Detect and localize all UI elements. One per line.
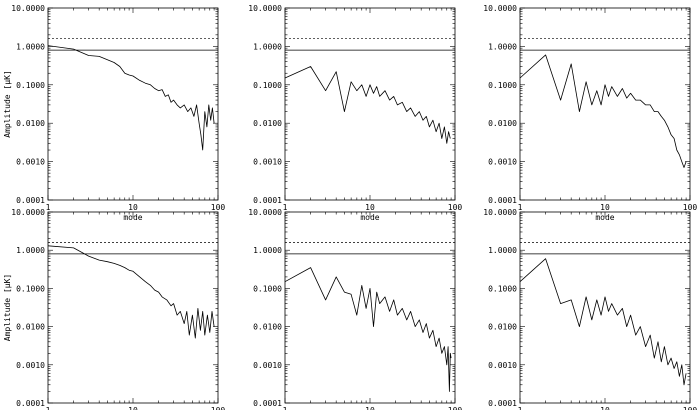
- y-tick-label: 10.0000: [248, 208, 282, 217]
- x-tick-label: 100: [683, 406, 698, 410]
- y-tick-label: 0.0100: [488, 323, 517, 332]
- y-tick-label: 0.0010: [16, 361, 45, 370]
- plot-frame: [519, 7, 691, 201]
- amplitude-series-line: [47, 45, 215, 151]
- x-tick-label: 100: [211, 203, 226, 212]
- y-tick-label: 1.0000: [253, 246, 282, 255]
- y-tick-label: 0.0100: [253, 119, 282, 128]
- panel-6: 0.0001 0.0010 0.0100 0.1000 1.0000 10.0000 1 10…: [483, 208, 697, 410]
- amplitude-series-line: [284, 267, 452, 392]
- y-tick-label: 0.1000: [253, 81, 282, 90]
- plot-frame: [519, 211, 691, 404]
- x-tick-label: 1: [518, 203, 523, 212]
- y-tick-label: 0.0001: [488, 399, 517, 408]
- y-tick-label: 10.0000: [483, 208, 517, 217]
- y-tick-label: 0.1000: [488, 81, 517, 90]
- y-tick-label: 0.0001: [16, 399, 45, 408]
- x-tick-label: 10: [600, 203, 610, 212]
- y-tick-label: 10.0000: [248, 4, 282, 13]
- y-tick-label: 0.0001: [16, 196, 45, 205]
- x-tick-label: 1: [46, 203, 51, 212]
- plot-frame: [284, 211, 456, 404]
- plot-frame: [47, 7, 219, 201]
- y-axis-title: Amplitude [μK]: [3, 274, 12, 341]
- plot-frame: [47, 211, 219, 404]
- x-tick-label: 10: [128, 406, 138, 410]
- y-tick-label: 0.0010: [253, 361, 282, 370]
- y-tick-label: 0.0010: [16, 158, 45, 167]
- y-tick-label: 10.0000: [483, 4, 517, 13]
- y-tick-label: 0.1000: [16, 284, 45, 293]
- y-tick-label: 1.0000: [488, 42, 517, 51]
- x-tick-label: 10: [365, 406, 375, 410]
- x-axis-title: mode: [123, 213, 142, 222]
- y-tick-label: 10.0000: [11, 208, 45, 217]
- x-tick-label: 10: [128, 203, 138, 212]
- amplitude-series-line: [284, 66, 451, 144]
- panel-5: 0.0001 0.0010 0.0100 0.1000 1.0000 10.0000 1 10…: [248, 208, 462, 410]
- x-axis-title: mode: [360, 213, 379, 222]
- y-tick-label: 10.0000: [11, 4, 45, 13]
- y-tick-label: 0.0100: [488, 119, 517, 128]
- y-tick-label: 0.1000: [16, 81, 45, 90]
- y-axis-title: Amplitude [μK]: [3, 70, 12, 137]
- plot-frame: [284, 7, 456, 201]
- x-axis-title: mode: [595, 213, 614, 222]
- x-tick-label: 100: [448, 406, 463, 410]
- y-tick-label: 0.0010: [488, 361, 517, 370]
- amplitude-series-line: [47, 245, 215, 339]
- y-tick-label: 0.0001: [253, 196, 282, 205]
- x-tick-label: 100: [448, 203, 463, 212]
- panel-4: 0.0001 0.0010 0.0100 0.1000 1.0000 10.0000 1 10…: [3, 208, 225, 410]
- x-tick-label: 100: [211, 406, 226, 410]
- y-tick-label: 0.1000: [253, 284, 282, 293]
- y-tick-label: 0.0010: [488, 158, 517, 167]
- y-tick-label: 1.0000: [16, 42, 45, 51]
- amplitude-series-line: [519, 54, 687, 168]
- y-tick-label: 0.0001: [488, 196, 517, 205]
- amplitude-series-line: [519, 258, 687, 386]
- y-tick-label: 0.1000: [488, 284, 517, 293]
- y-tick-label: 1.0000: [253, 42, 282, 51]
- x-tick-label: 10: [365, 203, 375, 212]
- y-tick-label: 0.0010: [253, 158, 282, 167]
- x-tick-label: 1: [518, 406, 523, 410]
- y-tick-label: 0.0100: [16, 323, 45, 332]
- y-tick-label: 1.0000: [488, 246, 517, 255]
- x-tick-label: 10: [600, 406, 610, 410]
- x-tick-label: 100: [683, 203, 698, 212]
- y-tick-label: 0.0100: [253, 323, 282, 332]
- y-tick-label: 0.0100: [16, 119, 45, 128]
- y-tick-label: 1.0000: [16, 246, 45, 255]
- x-tick-label: 1: [46, 406, 51, 410]
- x-tick-label: 1: [283, 203, 288, 212]
- y-tick-label: 0.0001: [253, 399, 282, 408]
- x-tick-label: 1: [283, 406, 288, 410]
